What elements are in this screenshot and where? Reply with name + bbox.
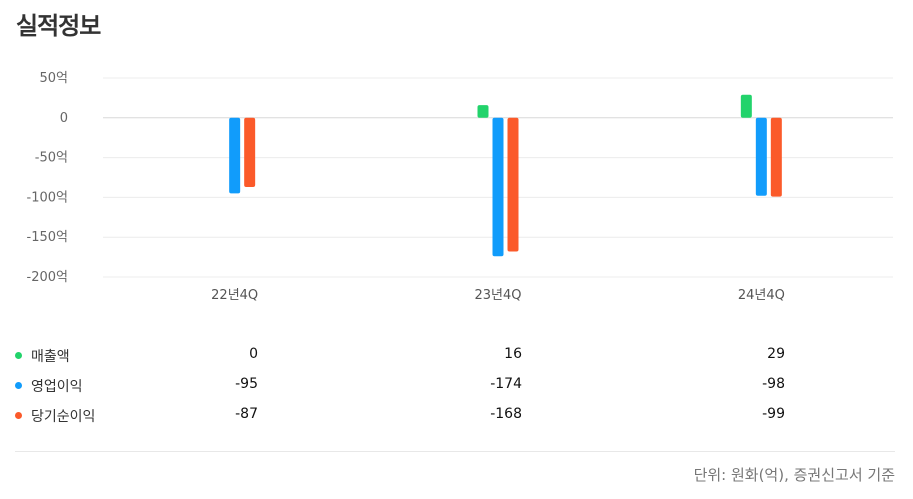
- unit-footnote: 단위: 원화(억), 증권신고서 기준: [693, 466, 895, 484]
- table-cell: -95: [235, 376, 258, 392]
- legend-dot: [15, 352, 22, 359]
- table-cell: -174: [490, 376, 522, 392]
- legend-dot: [15, 412, 22, 419]
- bar: [492, 117, 504, 257]
- bar: [770, 117, 782, 197]
- table-cell: -98: [762, 376, 785, 392]
- bar: [755, 117, 767, 196]
- table-cell: -87: [235, 406, 258, 422]
- table-row: 영업이익 -95 -174 -98: [0, 370, 913, 400]
- divider: [15, 451, 895, 452]
- row-label: 매출액: [31, 349, 70, 365]
- table-cell: 29: [767, 346, 785, 362]
- table-row: 매출액 0 16 29: [0, 340, 913, 370]
- bar: [507, 117, 519, 252]
- y-tick-label: -200억: [27, 270, 68, 285]
- bar: [477, 105, 489, 118]
- x-tick-label: 23년4Q: [474, 288, 521, 303]
- performance-bar-chart: 50억 0 -50억 -100억 -150억 -200억 22년4Q 23년4Q 24년4Q: [27, 71, 893, 303]
- table-row: 당기순이익 -87 -168 -99: [0, 400, 913, 430]
- table-cell: -99: [762, 406, 785, 422]
- y-tick-label: 50억: [39, 71, 68, 86]
- bar: [229, 117, 241, 194]
- y-tick-label: -50억: [35, 151, 68, 166]
- y-tick-label: -150억: [27, 230, 68, 245]
- y-tick-label: -100억: [27, 190, 68, 205]
- bar: [244, 117, 256, 188]
- y-tick-label: 0: [60, 111, 68, 126]
- x-tick-label: 24년4Q: [738, 288, 785, 303]
- table-cell: -168: [490, 406, 522, 422]
- bar: [740, 94, 752, 118]
- table-cell: 16: [504, 346, 522, 362]
- table-cell: 0: [249, 346, 258, 362]
- legend-dot: [15, 382, 22, 389]
- row-label: 영업이익: [31, 379, 83, 395]
- row-label: 당기순이익: [31, 409, 96, 425]
- x-tick-label: 22년4Q: [211, 288, 258, 303]
- section-title: 실적정보: [16, 12, 101, 40]
